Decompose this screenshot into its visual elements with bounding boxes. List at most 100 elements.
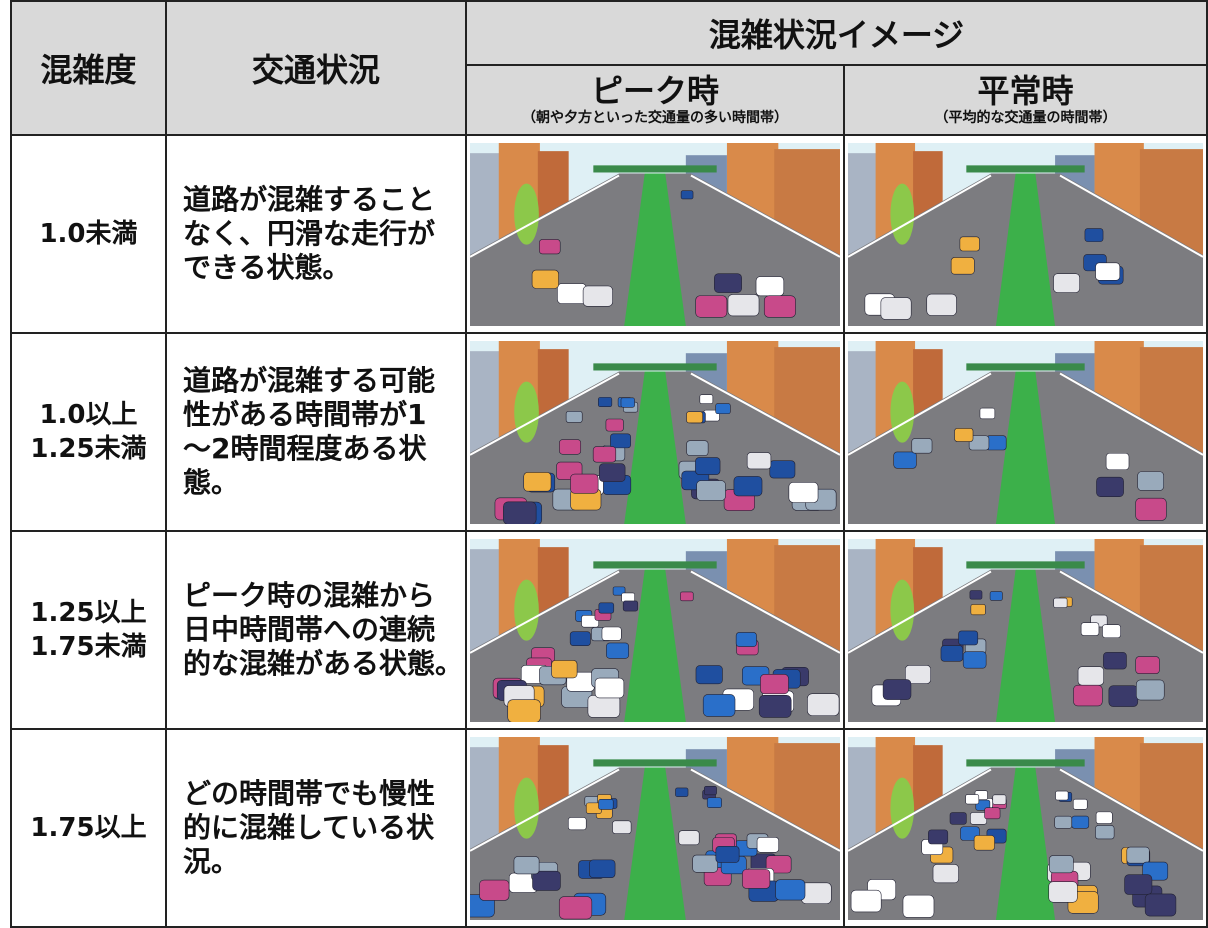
status-line: 的に混雑している状 xyxy=(183,811,435,844)
status-line: ～2時間程度ある状 xyxy=(183,432,427,465)
image-cell xyxy=(465,134,845,334)
scene-part xyxy=(742,868,771,889)
scene-part xyxy=(966,560,1085,568)
scene-part xyxy=(969,589,983,600)
scene-part xyxy=(678,829,700,845)
scene-part xyxy=(531,269,559,289)
degree-line: 1.25以上 xyxy=(30,598,147,628)
scene-part xyxy=(1135,655,1160,674)
traffic-illustration xyxy=(470,538,840,722)
scene-part xyxy=(514,777,539,839)
scene-part xyxy=(621,592,635,602)
scene-part xyxy=(984,806,1001,819)
scene-part xyxy=(589,859,616,878)
scene-part xyxy=(598,798,614,810)
scene-part xyxy=(593,362,717,370)
scene-part xyxy=(788,481,819,503)
scene-part xyxy=(597,396,613,407)
scene-part xyxy=(593,164,717,172)
image-cell xyxy=(465,332,845,532)
image-cell xyxy=(843,530,1208,730)
scene-part xyxy=(848,174,992,258)
scene-part xyxy=(1059,570,1203,654)
degree-cell: 1.0以上 1.25未満 xyxy=(10,332,167,532)
page: 混雑度 交通状況 混雑状況イメージ ピーク時 （朝や夕方といった交通量の多い時間帯… xyxy=(10,0,1208,928)
scene-part xyxy=(706,796,722,808)
scene-part xyxy=(695,664,723,684)
scene-part xyxy=(979,407,996,419)
scene-part xyxy=(1059,768,1203,852)
scene-part xyxy=(958,630,979,645)
scene-part xyxy=(1144,893,1177,916)
scene-part xyxy=(513,855,540,874)
header-image: 混雑状況イメージ xyxy=(465,0,1208,66)
scene-part xyxy=(848,768,992,852)
scene-part xyxy=(1095,811,1113,824)
traffic-illustration xyxy=(470,736,840,920)
scene-part xyxy=(1095,262,1121,281)
table-body: 1.0未満 道路が混雑すること なく、円滑な走行が できる状態。 1.0以上 1.25未満… xyxy=(10,134,1208,928)
normal-label: 平常時 xyxy=(977,72,1074,110)
image-cell xyxy=(843,134,1208,334)
status-line: 態。 xyxy=(183,466,240,499)
scene-part xyxy=(970,811,988,825)
scene-part xyxy=(695,456,721,475)
scene-part xyxy=(470,570,620,654)
image-cell xyxy=(465,530,845,730)
traffic-illustration xyxy=(848,340,1203,524)
scene-part xyxy=(890,579,915,641)
scene-part xyxy=(1137,470,1164,491)
status-cell: どの時間帯でも慢性 的に混雑している状 況。 xyxy=(165,728,467,928)
scene-part xyxy=(966,758,1085,766)
header-traffic: 交通状況 xyxy=(165,0,467,136)
scene-part xyxy=(1080,621,1100,636)
scene-part xyxy=(599,462,626,482)
scene-part xyxy=(890,183,915,245)
scene-part xyxy=(911,437,933,453)
scene-part xyxy=(624,767,686,920)
scene-part xyxy=(1055,790,1069,800)
scene-part xyxy=(479,879,510,901)
scene-part xyxy=(1053,597,1068,608)
scene-part xyxy=(551,659,578,678)
status-cell: ピーク時の混雑から 日中時間帯への連続 的な混雑がある状態。 xyxy=(165,530,467,730)
scene-part xyxy=(690,174,840,258)
scene-part xyxy=(848,570,992,654)
scene-part xyxy=(995,371,1056,524)
scene-part xyxy=(557,282,587,304)
scene-part xyxy=(610,433,631,448)
scene-part xyxy=(1072,798,1088,810)
scene-part xyxy=(594,677,625,698)
traffic-illustration xyxy=(848,142,1203,326)
table-row: 1.0以上 1.25未満 道路が混雑する可能 性がある時間帯が1 ～2時間程度ある状 態。 xyxy=(10,332,1208,532)
scene-part xyxy=(567,816,587,830)
degree-cell: 1.25以上 1.75未満 xyxy=(10,530,167,730)
traffic-illustration xyxy=(470,142,840,326)
status-line: 的な混雑がある状態。 xyxy=(183,647,464,680)
scene-part xyxy=(581,614,600,627)
scene-part xyxy=(570,473,599,494)
scene-part xyxy=(1048,880,1078,903)
scene-part xyxy=(995,569,1056,722)
scene-part xyxy=(538,238,561,254)
degree-line: 1.25未満 xyxy=(30,434,147,464)
normal-note: （平均的な交通量の時間帯） xyxy=(934,110,1117,126)
image-cell xyxy=(843,332,1208,532)
scene-part xyxy=(965,793,980,804)
scene-part xyxy=(746,451,772,469)
scene-part xyxy=(940,644,964,662)
scene-part xyxy=(569,630,591,646)
scene-part xyxy=(959,236,980,251)
scene-part xyxy=(715,402,731,414)
scene-part xyxy=(601,626,622,641)
scene-part xyxy=(893,451,917,469)
scene-part xyxy=(624,173,686,326)
scene-part xyxy=(612,820,632,834)
scene-part xyxy=(507,698,541,722)
scene-part xyxy=(890,381,915,443)
scene-part xyxy=(954,427,974,442)
scene-part xyxy=(620,397,635,408)
scene-part xyxy=(470,768,620,852)
scene-part xyxy=(587,694,621,718)
scene-part xyxy=(966,362,1085,370)
